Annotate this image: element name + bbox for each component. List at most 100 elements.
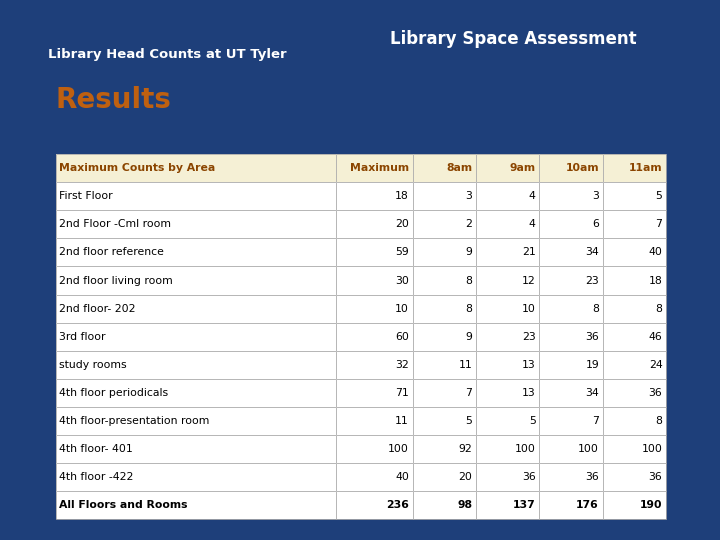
Text: 7: 7 <box>656 219 662 230</box>
Text: 36: 36 <box>585 472 599 482</box>
Text: 4: 4 <box>528 219 536 230</box>
Text: 5: 5 <box>656 191 662 201</box>
Bar <box>336 351 413 379</box>
Bar <box>603 463 666 491</box>
Text: 23: 23 <box>522 332 536 342</box>
Text: 2nd floor reference: 2nd floor reference <box>60 247 164 258</box>
Bar <box>603 351 666 379</box>
Bar <box>55 266 336 294</box>
Text: 2nd floor living room: 2nd floor living room <box>60 275 174 286</box>
Text: 8am: 8am <box>446 163 472 173</box>
Bar <box>55 379 336 407</box>
Text: 3rd floor: 3rd floor <box>60 332 106 342</box>
Text: Results: Results <box>55 86 171 114</box>
Bar <box>476 322 539 351</box>
Text: 100: 100 <box>578 444 599 454</box>
Bar <box>539 379 603 407</box>
Bar <box>539 210 603 238</box>
Bar <box>603 210 666 238</box>
Bar <box>476 463 539 491</box>
Text: 5: 5 <box>528 416 536 426</box>
Text: 92: 92 <box>459 444 472 454</box>
Bar <box>413 322 476 351</box>
Bar <box>539 294 603 322</box>
Bar <box>55 351 336 379</box>
Bar <box>413 379 476 407</box>
Text: 6: 6 <box>592 219 599 230</box>
Text: Library Head Counts at UT Tyler: Library Head Counts at UT Tyler <box>48 48 287 61</box>
Text: 4: 4 <box>528 191 536 201</box>
Bar <box>603 154 666 182</box>
Bar <box>55 463 336 491</box>
Text: 11: 11 <box>395 416 409 426</box>
Bar <box>603 266 666 294</box>
Bar <box>539 238 603 266</box>
Text: Library Space Assessment: Library Space Assessment <box>390 30 636 48</box>
Bar <box>476 351 539 379</box>
Bar <box>539 322 603 351</box>
Bar <box>413 351 476 379</box>
Bar <box>55 238 336 266</box>
Text: 100: 100 <box>515 444 536 454</box>
Bar <box>413 238 476 266</box>
Text: 9: 9 <box>465 247 472 258</box>
Text: 11am: 11am <box>629 163 662 173</box>
Text: 176: 176 <box>576 500 599 510</box>
Text: 8: 8 <box>465 303 472 314</box>
Bar <box>603 238 666 266</box>
Text: 40: 40 <box>395 472 409 482</box>
Bar <box>603 407 666 435</box>
Text: 10: 10 <box>522 303 536 314</box>
Text: 34: 34 <box>585 247 599 258</box>
Bar <box>476 210 539 238</box>
Text: study rooms: study rooms <box>60 360 127 370</box>
Text: 40: 40 <box>649 247 662 258</box>
Bar <box>539 154 603 182</box>
Bar <box>539 435 603 463</box>
Text: 4th floor -422: 4th floor -422 <box>60 472 134 482</box>
Text: What does the data look like?: What does the data look like? <box>55 127 334 145</box>
Text: 34: 34 <box>585 388 599 398</box>
Bar <box>336 491 413 519</box>
Bar <box>55 435 336 463</box>
Text: 98: 98 <box>457 500 472 510</box>
Text: 4th floor-presentation room: 4th floor-presentation room <box>60 416 210 426</box>
Text: Maximum Counts by Area: Maximum Counts by Area <box>60 163 216 173</box>
Bar <box>413 294 476 322</box>
Bar <box>55 182 336 210</box>
Bar <box>539 182 603 210</box>
Text: 9: 9 <box>465 332 472 342</box>
Text: 36: 36 <box>585 332 599 342</box>
Text: 20: 20 <box>459 472 472 482</box>
Bar <box>336 294 413 322</box>
Text: 10: 10 <box>395 303 409 314</box>
Text: 100: 100 <box>642 444 662 454</box>
Bar <box>476 182 539 210</box>
Bar <box>603 322 666 351</box>
Bar <box>55 154 336 182</box>
Bar <box>413 182 476 210</box>
Bar <box>336 435 413 463</box>
Bar <box>476 407 539 435</box>
Text: 3: 3 <box>592 191 599 201</box>
Text: 36: 36 <box>522 472 536 482</box>
Bar <box>55 322 336 351</box>
Text: 12: 12 <box>522 275 536 286</box>
Bar <box>336 238 413 266</box>
Text: 8: 8 <box>465 275 472 286</box>
Text: 10am: 10am <box>565 163 599 173</box>
Text: 23: 23 <box>585 275 599 286</box>
Text: 60: 60 <box>395 332 409 342</box>
Bar <box>336 266 413 294</box>
Bar <box>539 351 603 379</box>
Text: 30: 30 <box>395 275 409 286</box>
Text: All Floors and Rooms: All Floors and Rooms <box>60 500 188 510</box>
Text: 9am: 9am <box>510 163 536 173</box>
Text: 4th floor- 401: 4th floor- 401 <box>60 444 133 454</box>
Bar <box>336 182 413 210</box>
Text: Maximum: Maximum <box>350 163 409 173</box>
Bar <box>413 435 476 463</box>
Bar <box>539 266 603 294</box>
Bar <box>336 154 413 182</box>
Bar <box>413 463 476 491</box>
